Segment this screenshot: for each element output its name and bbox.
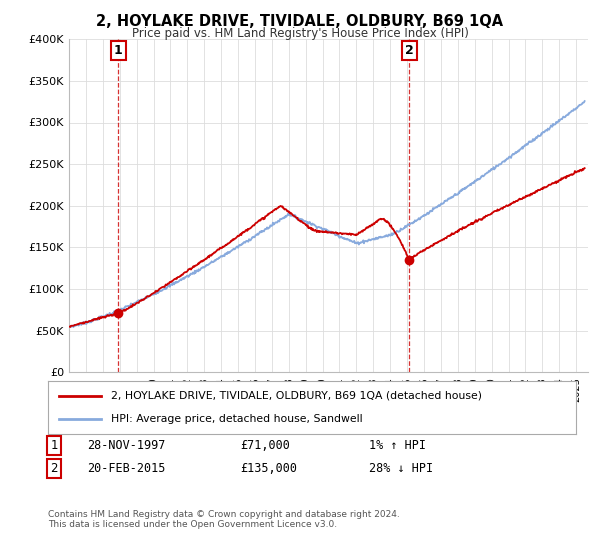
Text: 2, HOYLAKE DRIVE, TIVIDALE, OLDBURY, B69 1QA (detached house): 2, HOYLAKE DRIVE, TIVIDALE, OLDBURY, B69… bbox=[112, 391, 482, 401]
Text: 1% ↑ HPI: 1% ↑ HPI bbox=[369, 438, 426, 452]
Text: 1: 1 bbox=[50, 438, 58, 452]
Text: 2, HOYLAKE DRIVE, TIVIDALE, OLDBURY, B69 1QA: 2, HOYLAKE DRIVE, TIVIDALE, OLDBURY, B69… bbox=[97, 14, 503, 29]
Text: Price paid vs. HM Land Registry's House Price Index (HPI): Price paid vs. HM Land Registry's House … bbox=[131, 27, 469, 40]
Text: £71,000: £71,000 bbox=[240, 438, 290, 452]
Text: 2: 2 bbox=[405, 44, 413, 57]
Text: 28% ↓ HPI: 28% ↓ HPI bbox=[369, 462, 433, 475]
Text: Contains HM Land Registry data © Crown copyright and database right 2024.
This d: Contains HM Land Registry data © Crown c… bbox=[48, 510, 400, 529]
Text: 2: 2 bbox=[50, 462, 58, 475]
Text: HPI: Average price, detached house, Sandwell: HPI: Average price, detached house, Sand… bbox=[112, 414, 363, 424]
Text: 28-NOV-1997: 28-NOV-1997 bbox=[87, 438, 166, 452]
Text: 1: 1 bbox=[114, 44, 122, 57]
Text: 20-FEB-2015: 20-FEB-2015 bbox=[87, 462, 166, 475]
Text: £135,000: £135,000 bbox=[240, 462, 297, 475]
